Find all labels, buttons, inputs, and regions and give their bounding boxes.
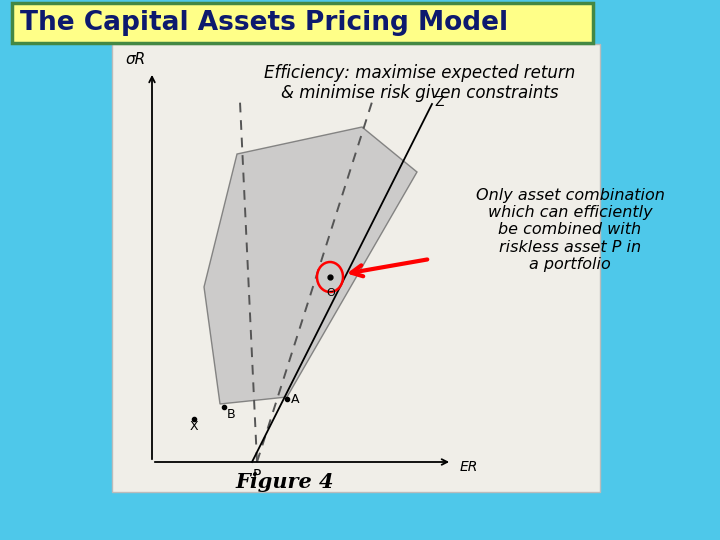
FancyBboxPatch shape bbox=[112, 44, 600, 492]
Text: Only asset combination
which can efficiently
be combined with
riskless asset P i: Only asset combination which can efficie… bbox=[476, 188, 665, 272]
Text: P: P bbox=[253, 468, 261, 482]
Text: σR: σR bbox=[126, 52, 146, 67]
Text: Θ: Θ bbox=[327, 288, 336, 298]
Text: Z: Z bbox=[434, 95, 444, 109]
Text: The Capital Assets Pricing Model: The Capital Assets Pricing Model bbox=[20, 10, 508, 36]
Polygon shape bbox=[204, 127, 417, 404]
Text: B: B bbox=[227, 408, 235, 421]
Text: A: A bbox=[291, 393, 300, 406]
FancyBboxPatch shape bbox=[12, 3, 593, 43]
Text: X: X bbox=[189, 420, 198, 433]
Text: Figure 4: Figure 4 bbox=[235, 472, 334, 492]
Text: Efficiency: maximise expected return
& minimise risk given constraints: Efficiency: maximise expected return & m… bbox=[264, 64, 575, 103]
Text: ER: ER bbox=[460, 460, 478, 474]
